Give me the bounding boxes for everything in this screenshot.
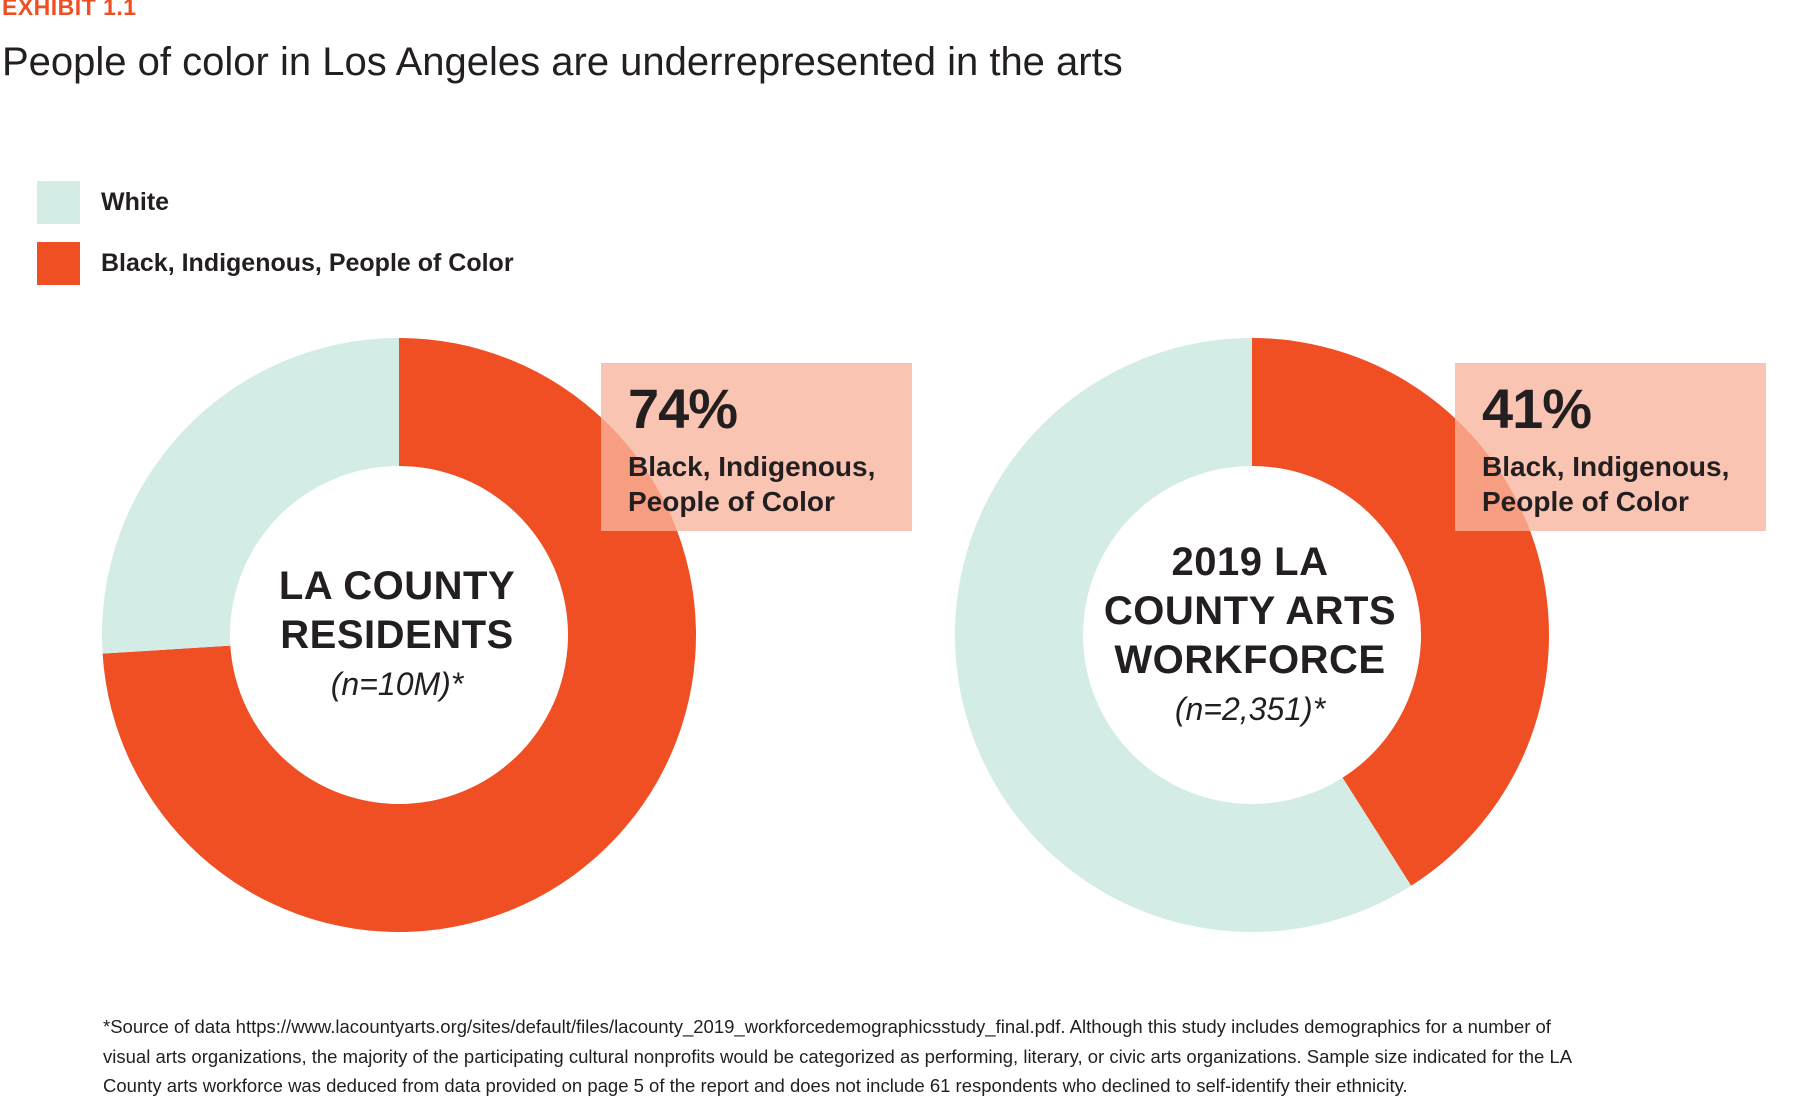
center-label-workforce: 2019 LA COUNTY ARTS WORKFORCE (n=2,351)* bbox=[1090, 538, 1410, 728]
donut-slice-residents-white bbox=[101, 338, 399, 654]
center-title-workforce: 2019 LA COUNTY ARTS WORKFORCE bbox=[1103, 540, 1397, 682]
exhibit-label: EXHIBIT 1.1 bbox=[2, 0, 137, 20]
footnote: *Source of data https://www.lacountyarts… bbox=[103, 1016, 1572, 1096]
center-n-workforce: (n=2,351)* bbox=[1174, 691, 1326, 727]
callout-label-workforce: Black, Indigenous, People of Color bbox=[1482, 451, 1730, 517]
chart-title: People of color in Los Angeles are under… bbox=[2, 40, 1123, 84]
legend-item-bipoc: Black, Indigenous, People of Color bbox=[37, 241, 514, 285]
callout-workforce: 41% Black, Indigenous, People of Color bbox=[1455, 363, 1766, 531]
center-title-residents: LA COUNTY RESIDENTS bbox=[278, 564, 516, 657]
legend-item-white: White bbox=[37, 180, 514, 224]
callout-pct-workforce: 41% bbox=[1482, 377, 1592, 440]
legend-swatch-white bbox=[37, 180, 80, 224]
donut-slice-residents-black-indigenous-people-of-color bbox=[102, 338, 696, 933]
center-label-residents: LA COUNTY RESIDENTS (n=10M)* bbox=[237, 562, 557, 703]
legend: White Black, Indigenous, People of Color bbox=[37, 180, 514, 302]
donut-slice-workforce-white bbox=[954, 338, 1412, 933]
center-n-residents: (n=10M)* bbox=[330, 666, 464, 702]
legend-label-bipoc: Black, Indigenous, People of Color bbox=[101, 248, 514, 277]
callout-pct-residents: 74% bbox=[628, 377, 738, 440]
callout-residents: 74% Black, Indigenous, People of Color bbox=[601, 363, 912, 531]
legend-swatch-bipoc bbox=[37, 241, 80, 285]
legend-label-white: White bbox=[101, 187, 170, 216]
callout-label-residents: Black, Indigenous, People of Color bbox=[628, 451, 876, 517]
